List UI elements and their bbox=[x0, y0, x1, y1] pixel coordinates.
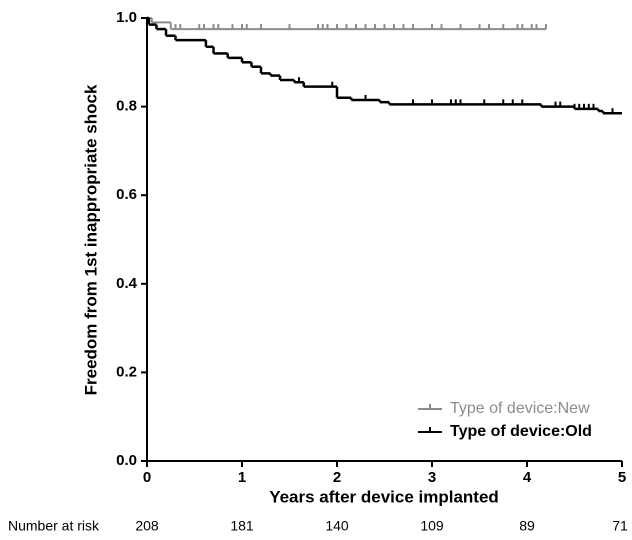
x-tick-label: 1 bbox=[238, 469, 246, 486]
x-tick-label: 4 bbox=[523, 469, 532, 486]
legend-label: Type of device:Old bbox=[450, 423, 592, 440]
risk-count: 208 bbox=[135, 518, 159, 534]
x-axis-label: Years after device implanted bbox=[269, 487, 499, 506]
risk-label: Number at risk bbox=[8, 518, 100, 534]
risk-count: 181 bbox=[230, 518, 254, 534]
y-tick-label: 0.0 bbox=[116, 452, 137, 469]
y-tick-label: 0.4 bbox=[116, 275, 138, 292]
y-tick-label: 0.8 bbox=[116, 98, 137, 115]
risk-count: 71 bbox=[612, 518, 628, 534]
risk-count: 140 bbox=[325, 518, 349, 534]
y-tick-label: 1.0 bbox=[116, 9, 137, 26]
x-tick-label: 2 bbox=[333, 469, 341, 486]
x-tick-label: 3 bbox=[428, 469, 436, 486]
x-tick-label: 0 bbox=[143, 469, 151, 486]
x-tick-label: 5 bbox=[618, 469, 626, 486]
y-axis-label: Freedom from 1st inappropriate shock bbox=[81, 84, 100, 395]
legend-label: Type of device:New bbox=[450, 400, 590, 417]
y-tick-label: 0.2 bbox=[116, 363, 137, 380]
risk-count: 89 bbox=[519, 518, 535, 534]
y-tick-label: 0.6 bbox=[116, 186, 137, 203]
risk-count: 109 bbox=[420, 518, 444, 534]
